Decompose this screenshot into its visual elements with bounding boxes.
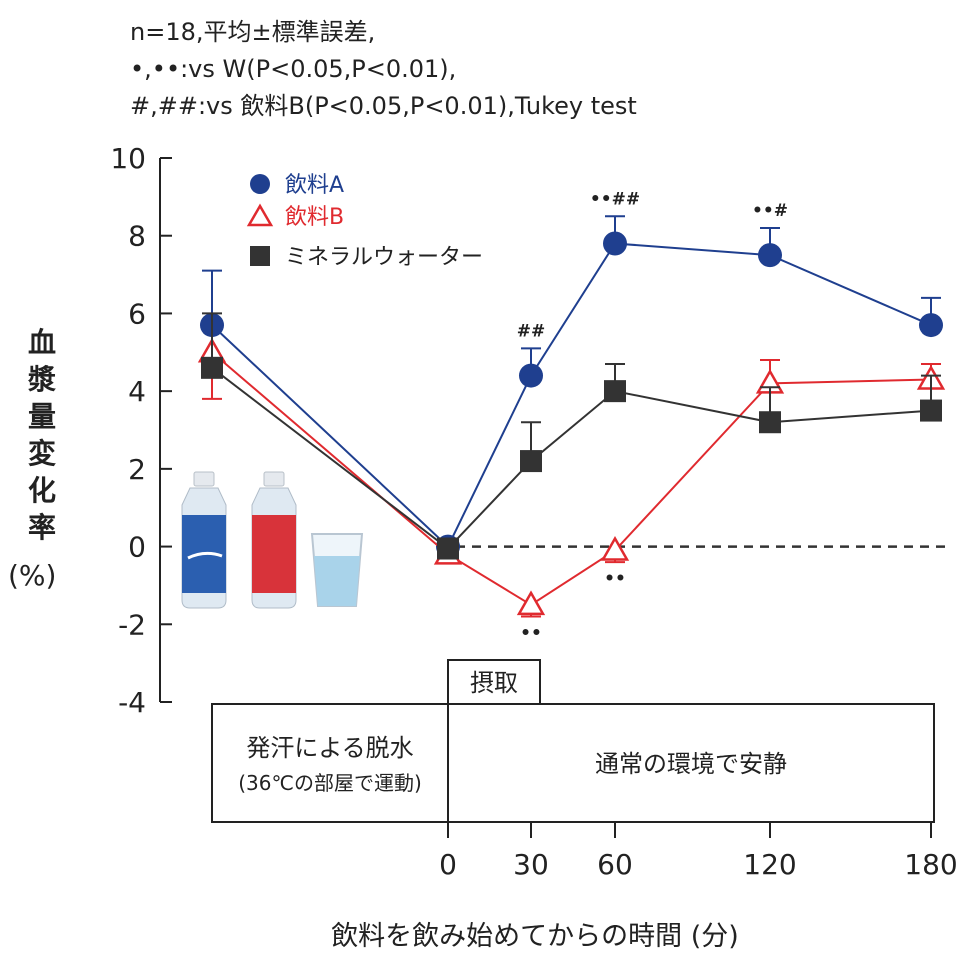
y-tick-label: 2 [128, 453, 146, 486]
phase-boxes: 摂取 発汗による脱水 (36℃の部屋で運動) 通常の環境で安静 [211, 659, 935, 823]
significance-layer: ## ••## ••# •• •• [517, 189, 788, 643]
dehydration-box [211, 703, 449, 823]
legend: 飲料A 飲料B ミネラルウォーター [246, 173, 483, 270]
data-point [758, 243, 782, 268]
blue-bottle-icon [181, 471, 227, 609]
y-tick-label: 6 [128, 297, 146, 330]
legend-label-drink-b: 飲料B [285, 205, 344, 230]
significance-mark: •• [604, 569, 626, 589]
series-line [211, 351, 932, 607]
note-line-1: n=18,平均±標準誤差, [130, 18, 375, 46]
data-point [437, 537, 459, 560]
significance-mark: ••## [590, 189, 640, 209]
glass-of-water-icon [310, 533, 364, 607]
data-point [600, 535, 630, 561]
data-point [604, 380, 626, 403]
x-axis-title: 飲料を飲み始めてからの時間 (分) [331, 921, 739, 952]
series-2 [197, 337, 946, 618]
y-axis-title: 血漿量変化率 [27, 326, 56, 544]
data-point [759, 411, 781, 434]
x-tick-label: 60 [597, 848, 633, 881]
series-3 [201, 312, 942, 560]
y-tick-label: 8 [128, 220, 146, 253]
data-point [919, 313, 943, 338]
legend-label-water: ミネラルウォーター [285, 245, 483, 270]
legend-label-drink-a: 飲料A [285, 173, 344, 198]
data-point [603, 231, 627, 256]
red-bottle-icon [251, 471, 297, 609]
rest-box [447, 703, 935, 823]
significance-mark: ## [517, 321, 546, 341]
y-tick-label: 4 [128, 375, 146, 408]
note-line-3: #,##:vs 飲料B(P<0.05,P<0.01),Tukey test [130, 92, 637, 120]
series-line [211, 367, 932, 550]
legend-marker-drink-b [246, 203, 274, 227]
dehydration-label: 発汗による脱水 [246, 734, 413, 762]
series-layer [197, 215, 946, 618]
y-axis-unit: (%) [8, 559, 56, 592]
intake-label: 摂取 [470, 669, 518, 697]
y-tick-label: -4 [118, 686, 146, 719]
significance-mark: •• [520, 624, 542, 644]
y-axis-ticks: 10 8 6 4 2 0 -2 -4 [110, 142, 172, 719]
y-tick-label: 0 [128, 531, 146, 564]
x-tick-label: 30 [513, 848, 549, 881]
y-axis-label: 血漿量変化率 (%) [8, 326, 56, 592]
legend-marker-water [250, 246, 270, 266]
rest-label: 通常の環境で安静 [595, 750, 787, 778]
significance-mark: ••# [752, 201, 788, 221]
data-point [520, 450, 542, 473]
data-point [201, 356, 223, 379]
data-point [519, 363, 543, 388]
series-line [211, 242, 932, 549]
dehydration-sublabel: (36℃の部屋で運動) [238, 771, 422, 795]
data-point [516, 590, 546, 616]
y-tick-label: -2 [118, 608, 146, 641]
data-point [920, 399, 942, 422]
x-tick-label: 0 [439, 848, 457, 881]
legend-marker-drink-a [250, 174, 270, 194]
x-axis-ticks: 0 30 60 120 180 [439, 822, 958, 881]
x-tick-label: 120 [743, 848, 796, 881]
note-line-2: •,••:vs W(P<0.05,P<0.01), [130, 55, 456, 83]
intake-box [447, 659, 541, 705]
y-tick-label: 10 [110, 142, 146, 175]
x-tick-label: 180 [904, 848, 957, 881]
